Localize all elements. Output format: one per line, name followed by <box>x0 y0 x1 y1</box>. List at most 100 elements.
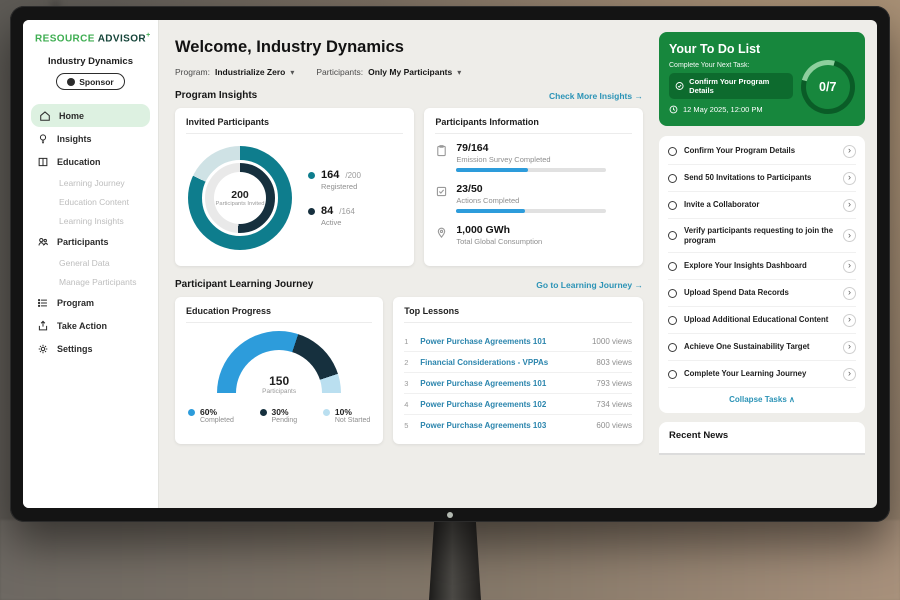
sidebar-item-general-data[interactable]: General Data <box>59 257 110 268</box>
task-item[interactable]: Achieve One Sustainability Target › <box>668 334 856 362</box>
task-chevron-icon[interactable]: › <box>843 198 856 212</box>
lesson-row: 5 Power Purchase Agreements 103 600 view… <box>404 420 632 430</box>
people-icon <box>38 237 48 246</box>
legend-not-started: 10% Not Started <box>322 407 370 424</box>
next-task-button[interactable]: Confirm Your Program Details <box>669 73 793 99</box>
task-chevron-icon[interactable]: › <box>843 171 856 185</box>
main-content: Welcome, Industry Dynamics Program: Indu… <box>159 20 655 508</box>
check-circle-icon <box>675 82 684 90</box>
invited-donut-chart: 200 Participants Invited <box>188 146 292 250</box>
task-chevron-icon[interactable]: › <box>843 340 856 354</box>
lesson-row: 1 Power Purchase Agreements 101 1000 vie… <box>404 331 632 352</box>
monitor-bezel: RESOURCE ADVISOR+ Industry Dynamics Spon… <box>10 6 890 522</box>
task-checkbox[interactable] <box>668 315 677 325</box>
checklist-icon <box>437 186 447 197</box>
invited-participants-card: Invited Participants 200 Participants In… <box>175 108 415 266</box>
org-name: Industry Dynamics <box>48 56 133 68</box>
task-chevron-icon[interactable]: › <box>843 259 856 273</box>
legend-registered: 164/200 Registered <box>308 169 361 191</box>
location-pin-icon <box>438 227 446 239</box>
lesson-link[interactable]: Power Purchase Agreements 101 <box>420 336 547 346</box>
task-checkbox[interactable] <box>668 342 677 352</box>
task-checkbox[interactable] <box>668 369 677 379</box>
task-item[interactable]: Verify participants requesting to join t… <box>668 219 856 254</box>
task-item[interactable]: Upload Spend Data Records › <box>668 280 856 308</box>
clock-icon <box>669 105 678 114</box>
todo-header-card: Your To Do List Complete Your Next Task:… <box>659 32 865 126</box>
task-item[interactable]: Complete Your Learning Journey › <box>668 361 856 389</box>
legend-completed: 60% Completed <box>188 407 234 424</box>
sidebar-item-learning-insights[interactable]: Learning Insights <box>59 215 124 226</box>
task-item[interactable]: Send 50 Invitations to Participants › <box>668 165 856 192</box>
chevron-down-icon <box>290 67 294 77</box>
task-item[interactable]: Confirm Your Program Details › <box>668 138 856 165</box>
recent-news-section: Recent News <box>659 422 865 456</box>
sidebar-item-learning-journey[interactable]: Learning Journey <box>59 177 125 188</box>
dashboard-screen: RESOURCE ADVISOR+ Industry Dynamics Spon… <box>23 20 877 508</box>
sidebar-item-insights[interactable]: Insights <box>23 127 158 150</box>
next-task-time: 12 May 2025, 12:00 PM <box>669 105 855 114</box>
lesson-link[interactable]: Financial Considerations - VPPAs <box>420 357 549 367</box>
home-icon <box>40 111 50 121</box>
task-checkbox[interactable] <box>668 231 677 241</box>
filters-row: Program: Industrialize Zero Participants… <box>175 67 643 77</box>
sidebar-item-home[interactable]: Home <box>31 104 150 128</box>
participants-info-card: Participants Information 79/164 Emission… <box>424 108 643 266</box>
task-item[interactable]: Explore Your Insights Dashboard › <box>668 253 856 281</box>
clipboard-icon <box>437 145 447 157</box>
collapse-tasks-link[interactable]: Collapse Tasks <box>668 388 856 413</box>
sidebar-item-settings[interactable]: Settings <box>23 337 158 360</box>
task-chevron-icon[interactable]: › <box>843 286 856 300</box>
task-chevron-icon[interactable]: › <box>843 313 856 327</box>
emission-progress-bar <box>456 168 607 172</box>
task-checkbox[interactable] <box>668 288 677 298</box>
task-checkbox[interactable] <box>668 200 677 210</box>
top-lessons-card: Top Lessons 1 Power Purchase Agreements … <box>393 297 643 444</box>
lesson-row: 2 Financial Considerations - VPPAs 803 v… <box>404 352 632 373</box>
action-icon <box>38 320 48 331</box>
sidebar-item-education-content[interactable]: Education Content <box>59 196 129 207</box>
legend-active: 84/164 Active <box>308 205 361 227</box>
task-chevron-icon[interactable]: › <box>843 367 856 381</box>
consumption-stat: 1,000 GWh Total Global Consumption <box>435 224 632 246</box>
lesson-row: 4 Power Purchase Agreements 102 734 view… <box>404 394 632 415</box>
program-filter[interactable]: Program: Industrialize Zero <box>175 67 294 77</box>
lesson-link[interactable]: Power Purchase Agreements 102 <box>420 399 547 409</box>
task-checkbox[interactable] <box>668 173 677 183</box>
sponsor-icon <box>67 77 76 86</box>
legend-pending: 30% Pending <box>259 407 297 424</box>
monitor-logo <box>447 512 453 518</box>
list-icon <box>37 298 47 307</box>
sidebar-item-education[interactable]: Education <box>23 150 158 173</box>
task-checkbox[interactable] <box>668 261 677 271</box>
bulb-icon <box>39 134 47 144</box>
education-progress-card: Education Progress 150 Participants <box>175 297 384 444</box>
task-chevron-icon[interactable]: › <box>843 229 856 243</box>
chevron-down-icon <box>457 67 461 77</box>
task-chevron-icon[interactable]: › <box>843 144 856 158</box>
go-to-learning-journey-link[interactable]: Go to Learning Journey <box>536 280 643 290</box>
actions-completed-stat: 23/50 Actions Completed <box>435 183 632 213</box>
gear-icon <box>38 344 48 354</box>
task-checkbox[interactable] <box>668 146 677 156</box>
todo-task-list: Confirm Your Program Details › Send 50 I… <box>659 136 865 414</box>
learning-journey-title: Participant Learning Journey <box>175 279 314 290</box>
sponsor-badge[interactable]: Sponsor <box>56 73 125 91</box>
sidebar-item-take-action[interactable]: Take Action <box>23 314 158 337</box>
sidebar-item-manage-participants[interactable]: Manage Participants <box>59 276 137 287</box>
education-gauge-chart: 150 Participants <box>217 331 342 395</box>
task-item[interactable]: Invite a Collaborator › <box>668 192 856 219</box>
sidebar-item-participants[interactable]: Participants <box>23 230 158 253</box>
task-item[interactable]: Upload Additional Educational Content › <box>668 307 856 335</box>
emission-survey-stat: 79/164 Emission Survey Completed <box>435 142 632 172</box>
sidebar: RESOURCE ADVISOR+ Industry Dynamics Spon… <box>23 20 159 508</box>
monitor-stand <box>429 520 481 600</box>
book-icon <box>38 157 48 166</box>
sidebar-item-program[interactable]: Program <box>23 291 158 314</box>
check-more-insights-link[interactable]: Check More Insights <box>549 91 643 101</box>
participants-filter[interactable]: Participants: Only My Participants <box>316 67 461 77</box>
lesson-link[interactable]: Power Purchase Agreements 101 <box>420 378 547 388</box>
lesson-link[interactable]: Power Purchase Agreements 103 <box>420 420 547 430</box>
app-logo: RESOURCE ADVISOR+ <box>35 32 151 45</box>
